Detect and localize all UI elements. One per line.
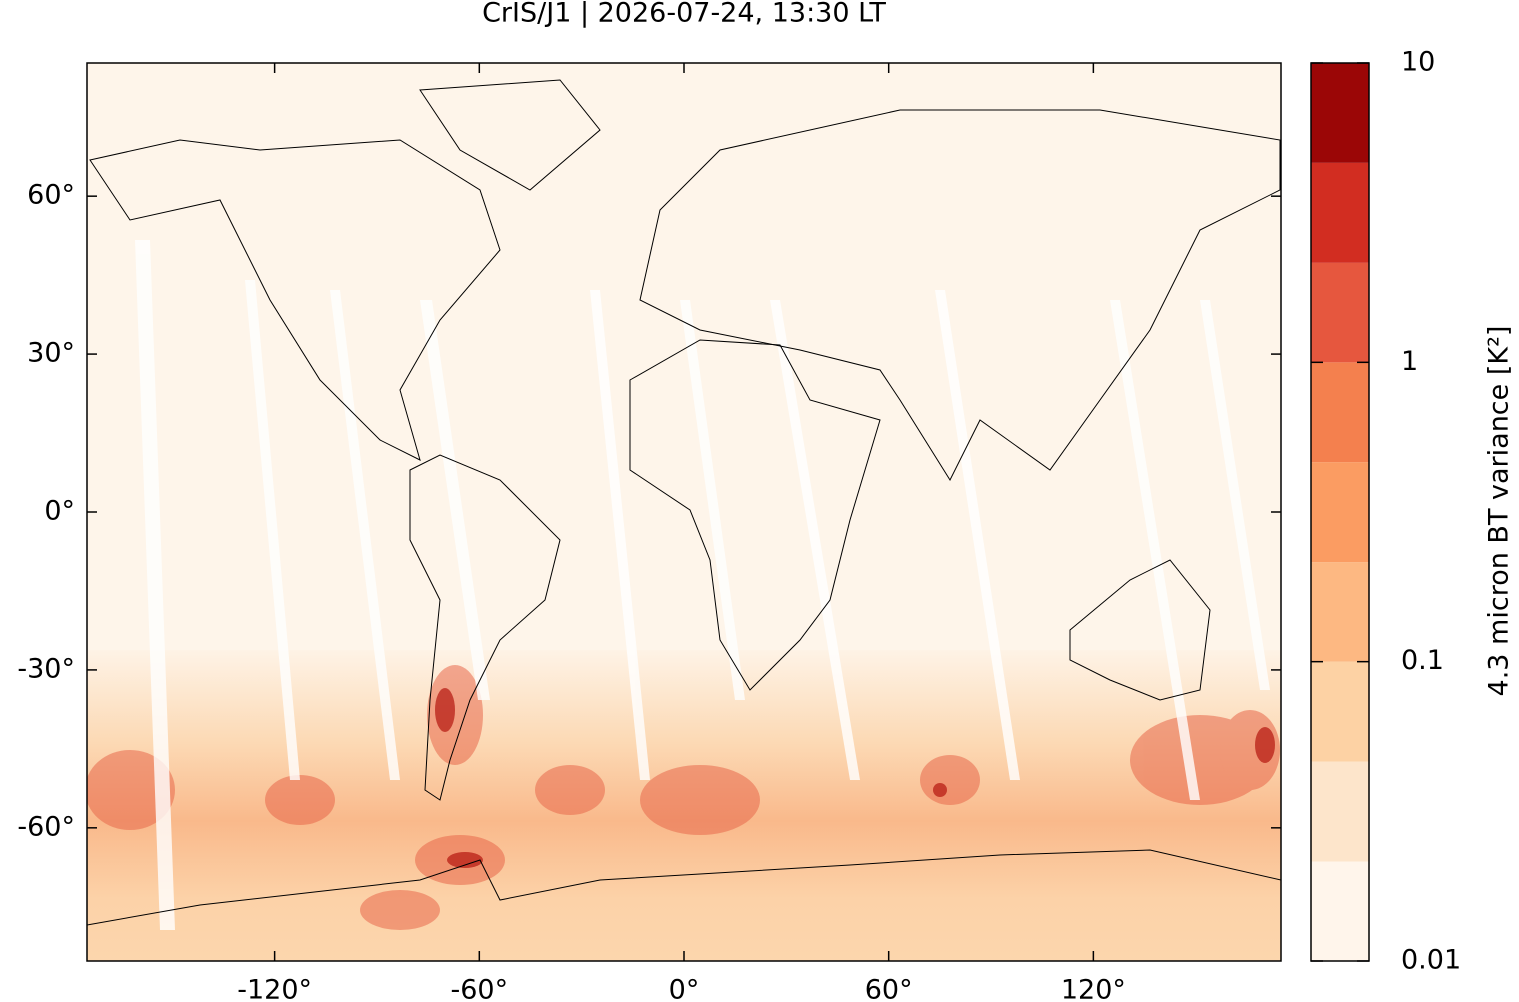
colorbar-frame: [1310, 62, 1370, 962]
peak-variance-areas: [435, 688, 1275, 868]
colorbar-level: [1311, 761, 1369, 862]
map-field: [87, 63, 1281, 961]
colorbar-level: [1311, 861, 1369, 961]
colorbar-level: [1311, 63, 1369, 163]
x-tick-label: -120°: [237, 975, 312, 1002]
high-variance-areas: [87, 665, 1280, 930]
y-tick-label: 60°: [27, 180, 75, 211]
colorbar-tick-label: 0.01: [1401, 945, 1461, 976]
y-tick-label: -30°: [17, 653, 75, 684]
colorbar-level: [1311, 262, 1369, 363]
chart-title: CrIS/J1 | 2026-07-24, 13:30 LT: [482, 0, 886, 29]
x-tick-label: 120°: [1061, 975, 1126, 1002]
colorbar-level: [1311, 362, 1369, 463]
colorbar-level: [1311, 562, 1369, 662]
coastlines: [87, 79, 1281, 926]
x-tick-label: 60°: [865, 975, 913, 1002]
x-tick-label: 0°: [669, 975, 700, 1002]
colorbar-label: 4.3 micron BT variance [K²]: [1484, 326, 1515, 697]
x-tick-label: -60°: [451, 975, 509, 1002]
colorbar-tick-label: 0.1: [1401, 645, 1444, 676]
colorbar-level: [1311, 462, 1369, 563]
y-tick-label: 0°: [44, 496, 75, 527]
colorbar-tick-label: 10: [1401, 47, 1435, 78]
colorbar-level: [1311, 162, 1369, 263]
swath-gaps: [135, 240, 1270, 930]
colorbar-level: [1311, 661, 1369, 762]
y-tick-label: 30°: [27, 338, 75, 369]
colorbar-tick-label: 1: [1401, 346, 1418, 377]
y-tick-label: -60°: [17, 811, 75, 842]
